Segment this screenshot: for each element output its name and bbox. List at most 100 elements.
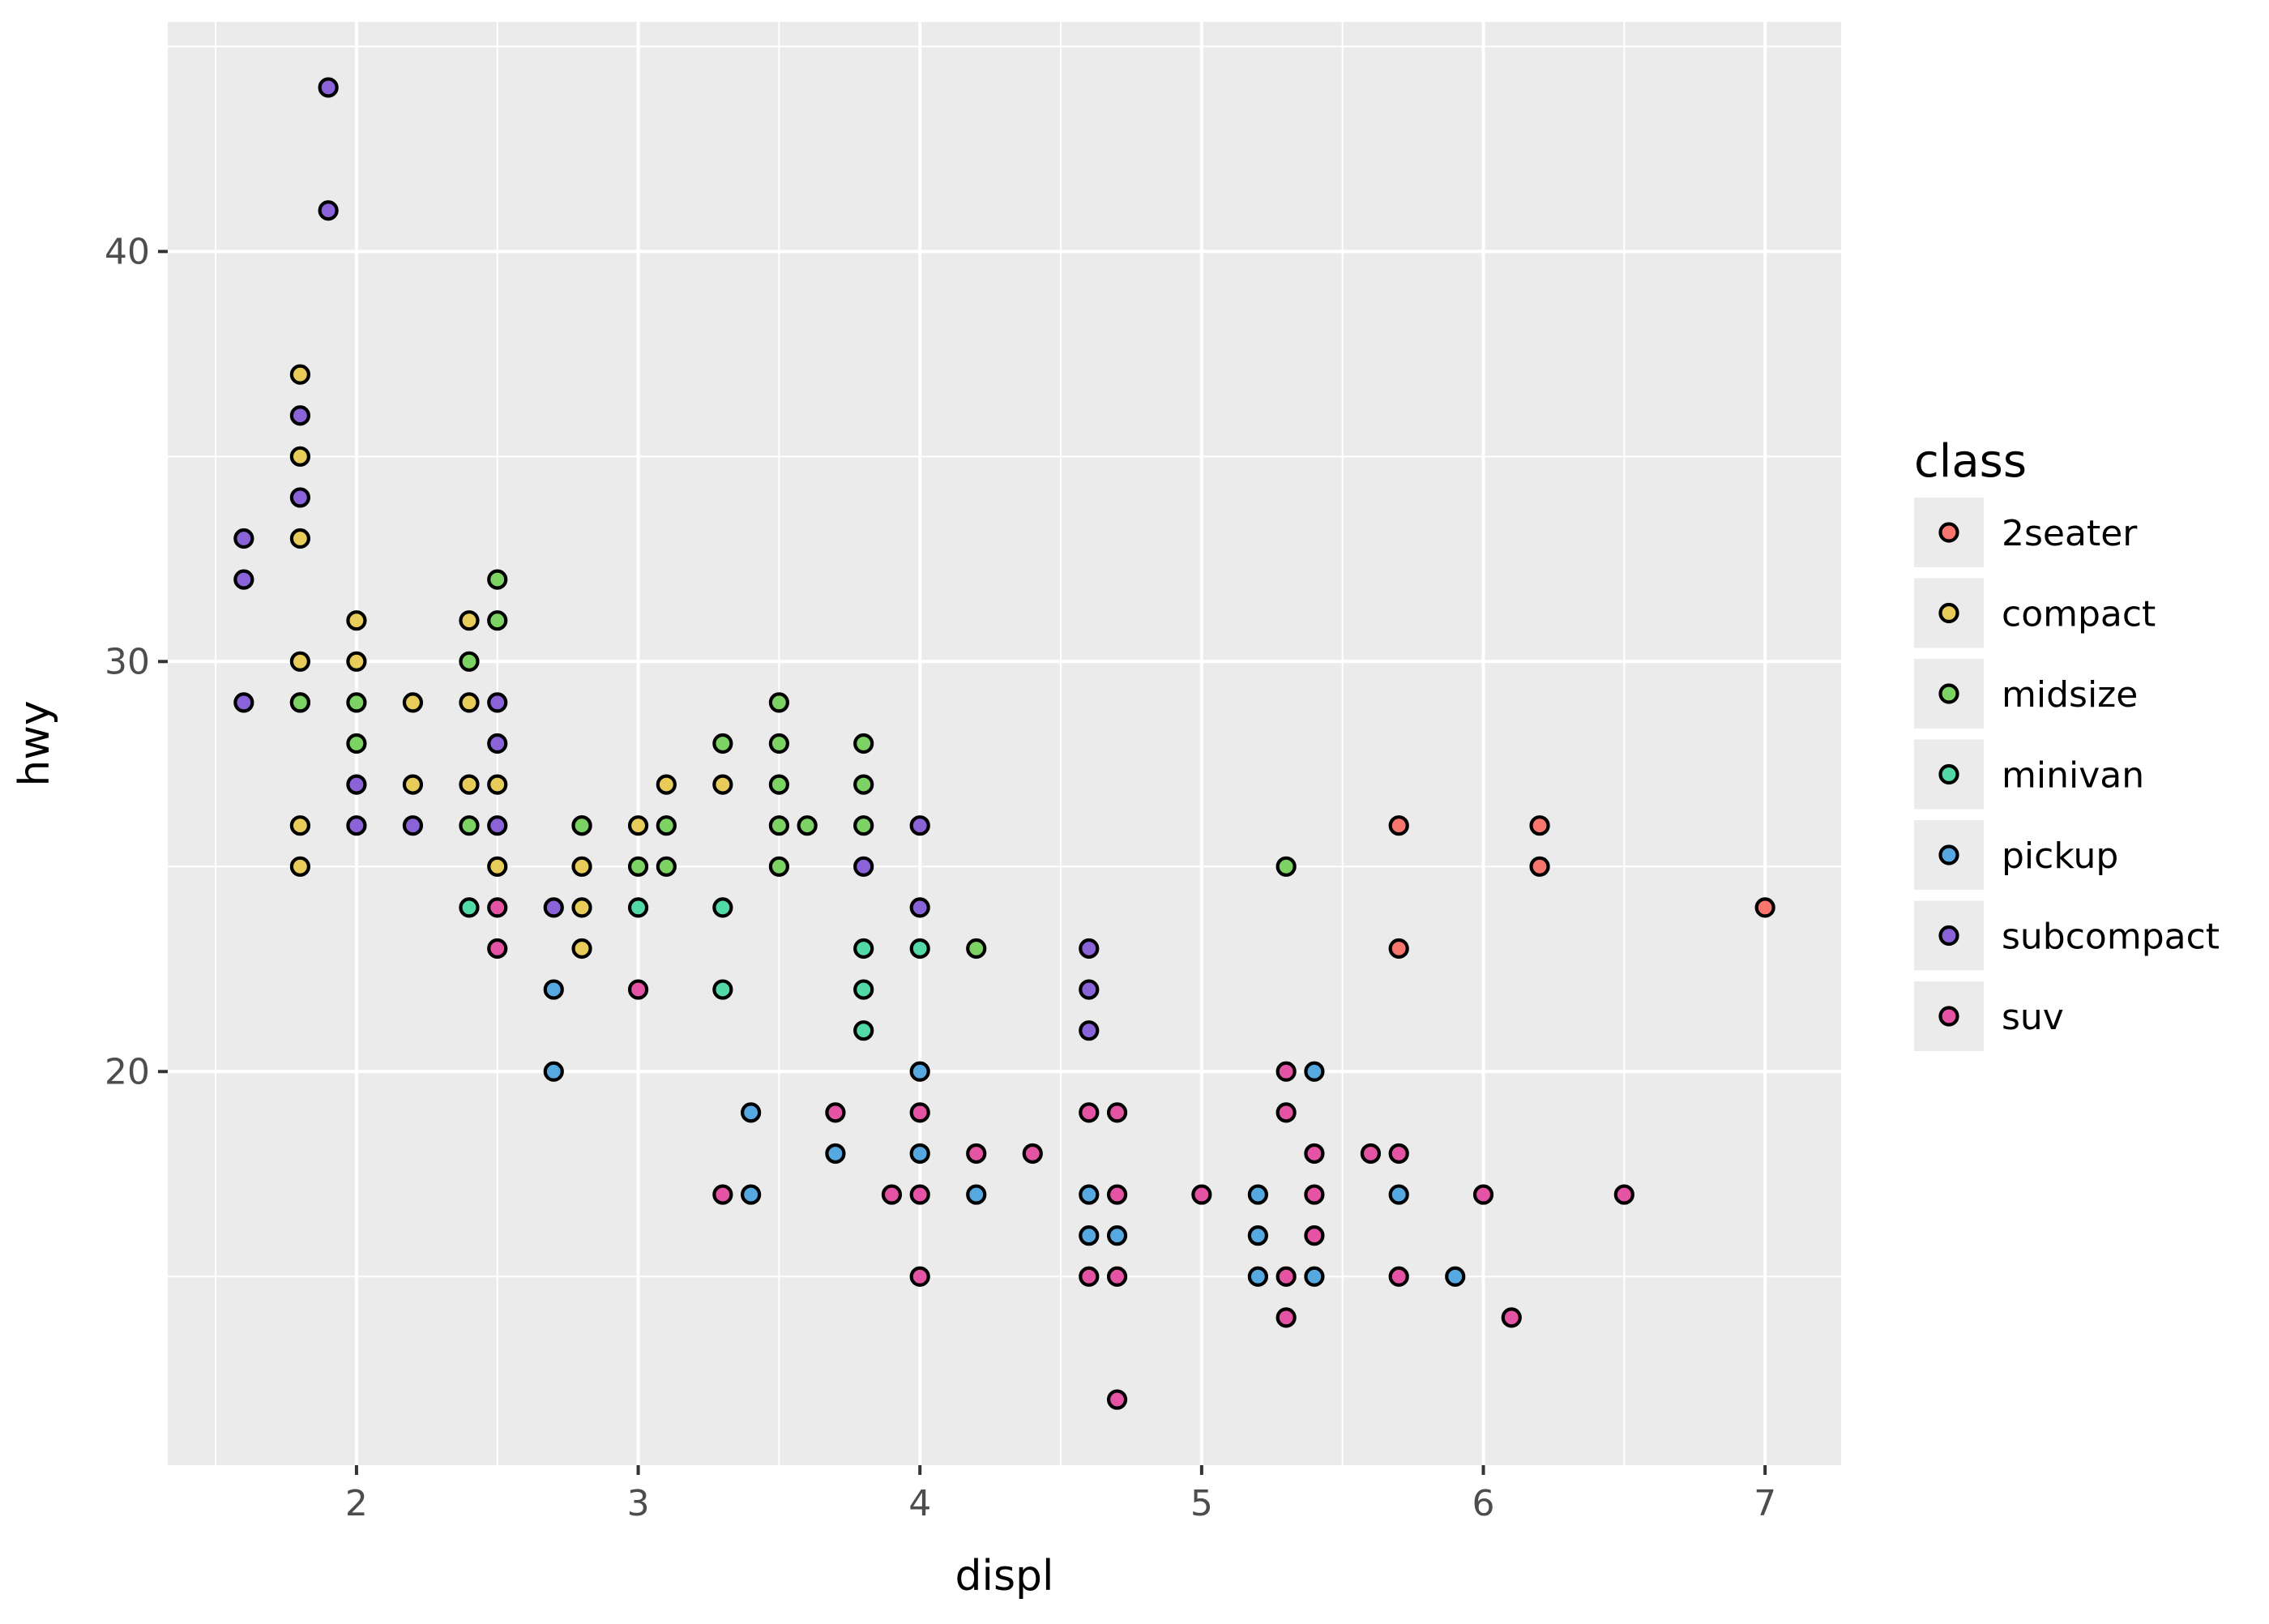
- data-point-midsize: [768, 774, 789, 795]
- data-point-pickup: [825, 1143, 846, 1165]
- data-point-pickup: [909, 1143, 930, 1165]
- data-point-midsize: [656, 856, 677, 877]
- data-point-suv: [881, 1184, 903, 1205]
- data-point-suv: [627, 979, 649, 1000]
- data-point-subcompact: [909, 897, 930, 918]
- x-axis: 2 3 4 5 6 7: [345, 1465, 1776, 1524]
- data-point-suv: [1501, 1307, 1522, 1328]
- data-point-subcompact: [909, 815, 930, 836]
- data-point-2seater: [1754, 897, 1775, 918]
- data-point-subcompact: [233, 692, 254, 713]
- legend-marker-pickup: [1938, 844, 1959, 865]
- data-point-compact: [289, 446, 310, 467]
- data-point-suv: [1106, 1184, 1128, 1205]
- data-point-suv: [1079, 1102, 1100, 1123]
- x-tick-label: 5: [1190, 1483, 1213, 1524]
- data-point-subcompact: [543, 897, 564, 918]
- data-point-midsize: [1276, 856, 1297, 877]
- data-point-midsize: [768, 692, 789, 713]
- data-point-subcompact: [402, 815, 424, 836]
- data-point-midsize: [768, 856, 789, 877]
- legend-marker-2seater: [1938, 522, 1959, 543]
- data-point-subcompact: [853, 856, 874, 877]
- data-point-compact: [571, 856, 592, 877]
- legend-label-suv: suv: [2002, 997, 2064, 1038]
- data-point-subcompact: [318, 200, 339, 221]
- x-tick-label: 3: [627, 1483, 650, 1524]
- data-point-pickup: [1304, 1061, 1325, 1082]
- legend-label-pickup: pickup: [2002, 836, 2118, 877]
- data-point-compact: [459, 692, 480, 713]
- data-point-midsize: [853, 815, 874, 836]
- data-point-minivan: [627, 897, 649, 918]
- plot-panel: [168, 22, 1841, 1465]
- data-point-pickup: [1079, 1225, 1100, 1246]
- data-point-compact: [487, 856, 508, 877]
- data-point-pickup: [1445, 1266, 1466, 1287]
- y-tick-label: 20: [105, 1051, 150, 1092]
- data-point-subcompact: [1079, 979, 1100, 1000]
- data-point-suv: [1388, 1143, 1409, 1165]
- legend-marker-suv: [1938, 1006, 1959, 1027]
- data-point-suv: [712, 1184, 733, 1205]
- data-point-midsize: [459, 651, 480, 672]
- data-point-minivan: [853, 938, 874, 959]
- data-point-compact: [487, 774, 508, 795]
- data-point-compact: [402, 692, 424, 713]
- data-point-subcompact: [318, 77, 339, 98]
- data-point-subcompact: [1079, 1020, 1100, 1041]
- legend-marker-subcompact: [1938, 925, 1959, 947]
- x-tick-label: 6: [1472, 1483, 1494, 1524]
- data-point-suv: [1022, 1143, 1043, 1165]
- data-point-minivan: [712, 897, 733, 918]
- data-point-compact: [402, 774, 424, 795]
- data-point-subcompact: [233, 569, 254, 590]
- legend-marker-minivan: [1938, 763, 1959, 785]
- data-point-midsize: [656, 815, 677, 836]
- data-point-suv: [1106, 1266, 1128, 1287]
- data-point-midsize: [346, 733, 367, 754]
- data-point-suv: [1191, 1184, 1212, 1205]
- data-point-midsize: [966, 938, 987, 959]
- data-point-suv: [909, 1102, 930, 1123]
- data-point-2seater: [1529, 815, 1550, 836]
- data-point-2seater: [1529, 856, 1550, 877]
- legend-marker-compact: [1938, 602, 1959, 624]
- data-point-suv: [825, 1102, 846, 1123]
- data-point-pickup: [1106, 1225, 1128, 1246]
- data-point-compact: [346, 651, 367, 672]
- legend-label-midsize: midsize: [2002, 674, 2138, 716]
- data-point-compact: [712, 774, 733, 795]
- data-point-subcompact: [487, 692, 508, 713]
- legend-label-compact: compact: [2002, 594, 2156, 635]
- data-point-pickup: [543, 1061, 564, 1082]
- y-tick-label: 40: [105, 231, 150, 272]
- y-axis: 20 30 40: [105, 231, 168, 1092]
- data-point-compact: [289, 651, 310, 672]
- data-point-pickup: [1304, 1266, 1325, 1287]
- data-point-suv: [1360, 1143, 1382, 1165]
- data-point-midsize: [712, 733, 733, 754]
- data-point-midsize: [571, 815, 592, 836]
- legend-label-subcompact: subcompact: [2002, 917, 2220, 958]
- data-point-suv: [1304, 1184, 1325, 1205]
- data-point-suv: [1106, 1389, 1128, 1410]
- data-point-suv: [1276, 1102, 1297, 1123]
- data-point-midsize: [346, 692, 367, 713]
- data-point-minivan: [459, 897, 480, 918]
- data-point-suv: [1304, 1143, 1325, 1165]
- data-point-midsize: [487, 569, 508, 590]
- data-point-suv: [909, 1266, 930, 1287]
- data-point-midsize: [459, 815, 480, 836]
- data-point-subcompact: [233, 528, 254, 549]
- y-tick-label: 30: [105, 641, 150, 682]
- legend-title: class: [1914, 435, 2027, 488]
- data-point-compact: [571, 938, 592, 959]
- data-point-suv: [909, 1184, 930, 1205]
- data-point-pickup: [1247, 1266, 1268, 1287]
- data-point-suv: [966, 1143, 987, 1165]
- data-points: [233, 77, 1775, 1410]
- data-point-midsize: [627, 856, 649, 877]
